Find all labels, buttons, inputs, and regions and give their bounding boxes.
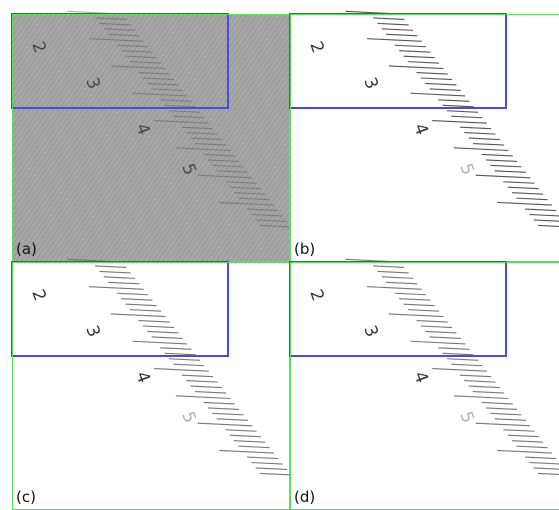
panel: 2345(a) [12, 11, 291, 262]
panel: 2345(c) [12, 259, 291, 510]
panel-label: (b) [294, 240, 315, 258]
panel-image [12, 14, 290, 262]
panel-label: (d) [294, 488, 315, 506]
figure: 2345(a)2345(b)2345(c)2345(d) [0, 0, 559, 510]
panel-label: (c) [16, 488, 36, 506]
panel-image [290, 14, 559, 262]
panel-image [290, 262, 559, 510]
panel-image [12, 262, 290, 510]
panel-label: (a) [16, 240, 37, 258]
